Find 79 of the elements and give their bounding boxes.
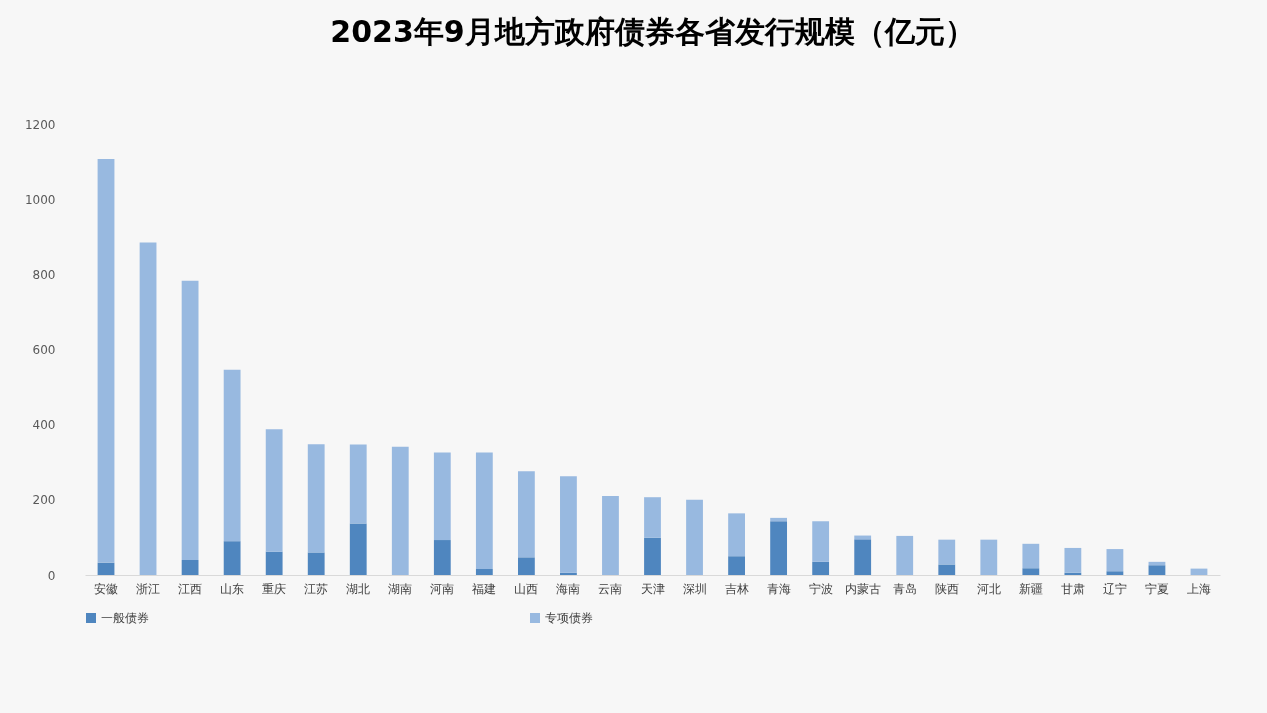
bar <box>560 476 577 573</box>
bar <box>644 497 661 538</box>
bar <box>223 541 241 575</box>
y-tick-label: 600 <box>32 343 56 357</box>
x-tick-label: 青岛 <box>892 581 917 596</box>
bar <box>686 499 703 575</box>
bar <box>349 523 367 575</box>
bar <box>517 557 535 575</box>
bar <box>265 429 283 552</box>
x-tick-label: 江苏 <box>304 581 329 596</box>
x-tick-label: 甘肃 <box>1060 581 1085 596</box>
bar <box>812 561 830 575</box>
x-tick-label: 浙江 <box>136 581 161 596</box>
x-tick-label: 宁波 <box>808 581 833 596</box>
x-tick-label: 河南 <box>430 581 455 596</box>
bar <box>181 559 199 575</box>
x-tick-label: 深圳 <box>682 581 707 596</box>
x-tick-label: 福建 <box>472 581 497 596</box>
y-tick-label: 200 <box>32 493 56 508</box>
bar <box>1064 547 1082 573</box>
bar <box>1106 549 1124 572</box>
chart-title: 2023年9月地方政府债券各省发行规模（亿元） <box>330 14 975 49</box>
bar <box>265 551 283 575</box>
x-tick-label: 海南 <box>556 581 581 596</box>
bar <box>517 471 535 558</box>
bar <box>1190 568 1208 575</box>
bar <box>728 556 745 575</box>
bar <box>812 521 830 562</box>
bar <box>1106 571 1124 575</box>
x-tick-label: 山东 <box>220 581 245 596</box>
y-tick-label: 1200 <box>24 117 56 132</box>
bar <box>433 452 451 541</box>
bar <box>223 369 241 542</box>
bar <box>980 539 998 575</box>
bar <box>307 444 325 553</box>
x-tick-label: 湖南 <box>388 581 413 596</box>
bar <box>938 564 956 575</box>
x-tick-label: 青海 <box>766 581 791 596</box>
bar <box>770 521 788 575</box>
bar <box>97 562 115 575</box>
bar <box>938 539 956 565</box>
bar <box>391 446 409 575</box>
x-tick-label: 湖北 <box>346 581 371 596</box>
x-tick-label: 吉林 <box>724 581 749 596</box>
x-tick-label: 宁夏 <box>1144 581 1169 596</box>
bar <box>475 452 493 569</box>
x-tick-label: 新疆 <box>1018 581 1043 596</box>
bar <box>349 444 367 524</box>
x-tick-label: 内蒙古 <box>844 581 881 596</box>
bar <box>854 539 872 575</box>
x-tick-label: 重庆 <box>262 581 287 596</box>
x-tick-label: 陕西 <box>934 581 959 596</box>
x-tick-label: 辽宁 <box>1102 581 1127 596</box>
y-tick-label: 800 <box>32 267 56 282</box>
legend-label: 专项债券 <box>545 611 593 625</box>
bar <box>139 242 157 575</box>
bar <box>307 552 325 575</box>
y-tick-label: 0 <box>47 568 56 583</box>
x-tick-label: 云南 <box>598 581 623 596</box>
y-tick-label: 400 <box>32 418 56 433</box>
x-tick-label: 江西 <box>178 581 203 596</box>
x-tick-label: 安徽 <box>94 581 119 596</box>
bar <box>97 158 115 563</box>
bar <box>475 568 493 575</box>
x-tick-label: 河北 <box>976 581 1001 596</box>
legend-label: 一般债券 <box>101 611 149 625</box>
bar <box>1022 543 1040 569</box>
bar <box>433 540 451 575</box>
y-tick-label: 1000 <box>24 192 56 207</box>
bar <box>1022 568 1040 575</box>
bar <box>1148 565 1166 575</box>
x-tick-label: 山西 <box>514 581 539 596</box>
x-tick-label: 天津 <box>640 581 665 596</box>
x-tick-label: 上海 <box>1186 581 1211 596</box>
bar <box>896 535 914 575</box>
bar <box>602 496 619 575</box>
bar <box>644 537 661 575</box>
bar <box>181 280 199 560</box>
bar <box>728 513 745 557</box>
